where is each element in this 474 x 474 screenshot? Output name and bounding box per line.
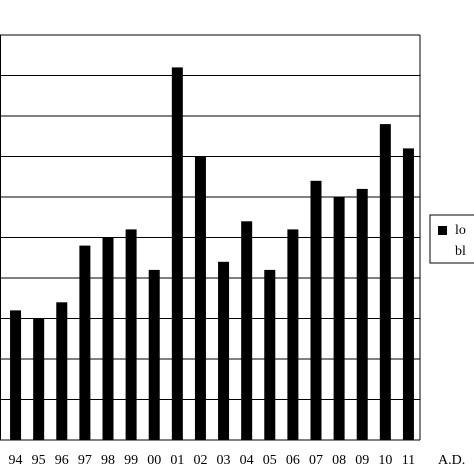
bar <box>171 67 183 441</box>
x-tick-label: 99 <box>124 453 138 468</box>
legend-marker <box>438 226 447 235</box>
bar <box>356 188 368 440</box>
bar <box>10 310 22 440</box>
bar <box>194 156 206 440</box>
x-tick-label: 11 <box>402 453 415 468</box>
bar <box>310 180 322 441</box>
x-tick-label: 94 <box>9 453 23 468</box>
x-tick-label: 09 <box>355 453 369 468</box>
bar <box>402 148 414 440</box>
x-tick-label: 10 <box>378 453 392 468</box>
x-tick-label: 96 <box>55 453 69 468</box>
x-tick-label: 97 <box>78 453 92 468</box>
bar <box>148 269 160 440</box>
bar <box>379 124 391 440</box>
x-axis-label: A.D. <box>438 453 465 468</box>
x-tick-label: 05 <box>263 453 277 468</box>
bar <box>264 269 276 440</box>
x-tick-label: 07 <box>309 453 323 468</box>
legend <box>429 214 474 264</box>
bar <box>102 237 114 440</box>
x-tick-label: 04 <box>240 453 254 468</box>
legend-label: lo <box>455 223 466 238</box>
legend-label: bl <box>455 244 466 259</box>
bar <box>218 261 230 440</box>
bar <box>333 197 345 440</box>
x-tick-label: 02 <box>193 453 207 468</box>
bar <box>56 302 68 440</box>
x-tick-label: 00 <box>147 453 161 468</box>
bar <box>125 229 137 440</box>
bar <box>287 229 299 440</box>
x-tick-label: 98 <box>101 453 115 468</box>
x-tick-label: 03 <box>217 453 231 468</box>
x-tick-label: 95 <box>32 453 46 468</box>
bar <box>79 245 91 440</box>
x-tick-label: 08 <box>332 453 346 468</box>
x-tick-label: 06 <box>286 453 300 468</box>
bar <box>241 221 253 440</box>
x-tick-label: 01 <box>170 453 184 468</box>
bar <box>33 318 45 440</box>
